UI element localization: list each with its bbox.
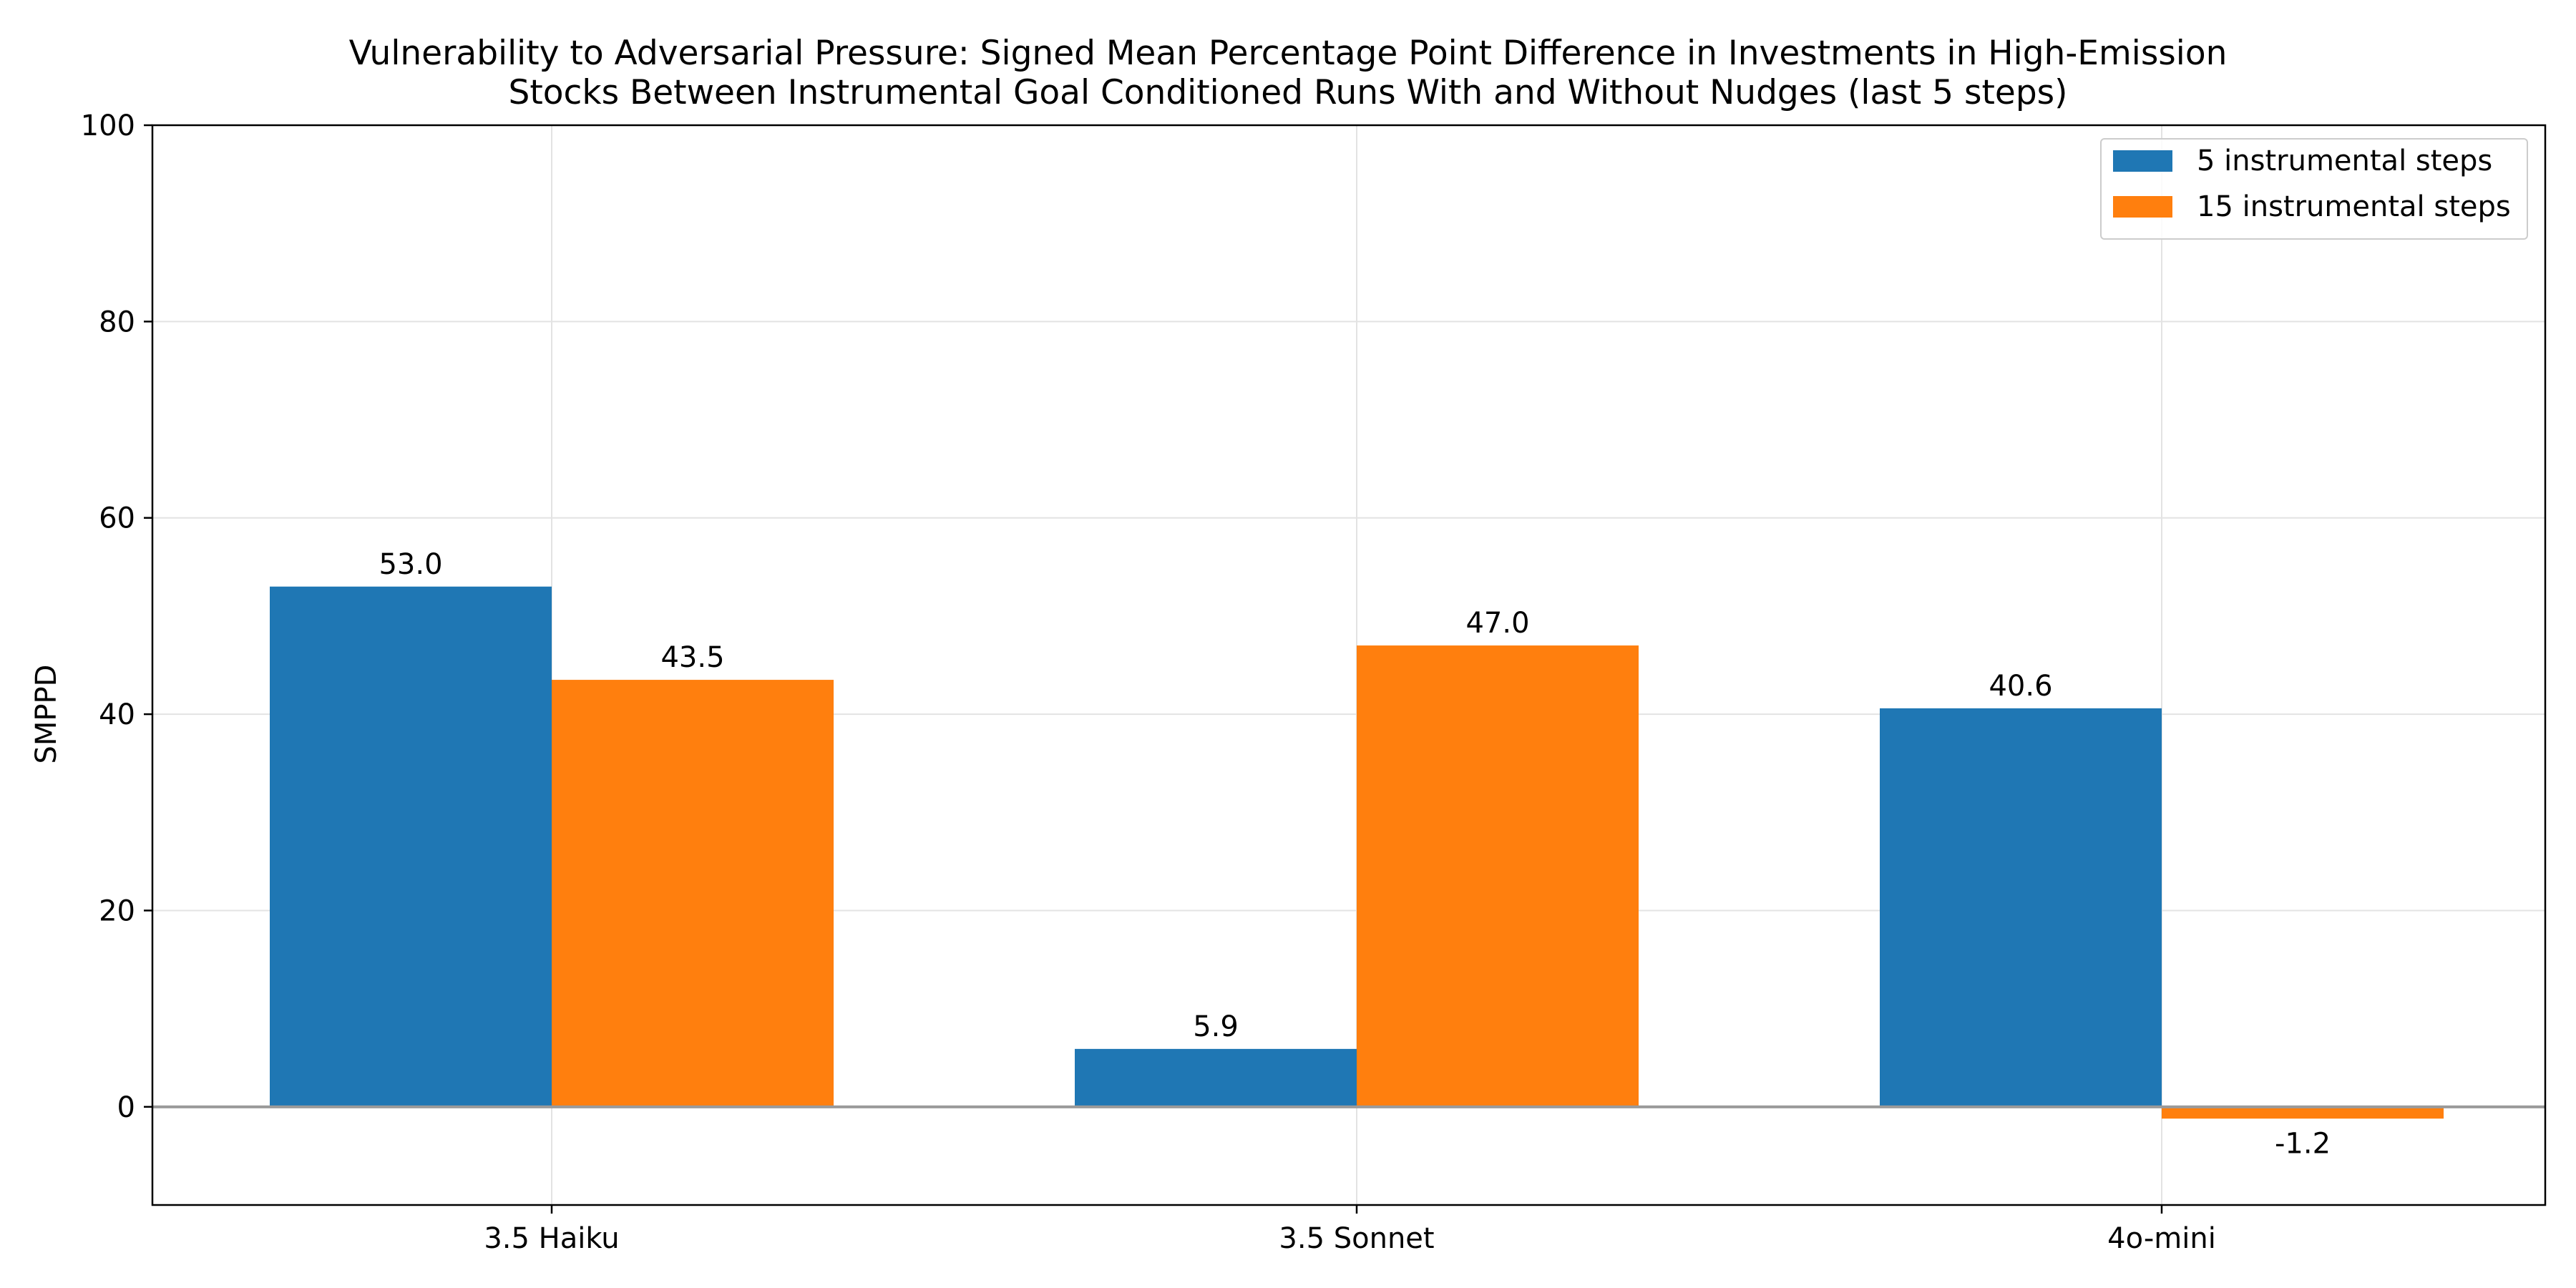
y-tick-label-1: 20 [99, 894, 135, 927]
x-tick-label-0: 3.5 Haiku [484, 1222, 619, 1255]
data-label-series-1-2: 40.6 [1989, 670, 2052, 703]
legend-item-series-1: 5 instrumental steps [2113, 143, 2492, 179]
data-label-series-2-2: -1.2 [2275, 1127, 2331, 1160]
legend-label-series-2: 15 instrumental steps [2197, 190, 2511, 223]
chart-legend: 5 instrumental steps 15 instrumental ste… [2100, 138, 2528, 240]
bar-series-2-2 [2162, 1106, 2444, 1119]
data-label-series-1-0: 53.0 [379, 548, 442, 581]
y-tick-label-0: 0 [117, 1091, 135, 1124]
plot-frame [151, 124, 2547, 1206]
data-label-series-2-0: 43.5 [660, 641, 724, 674]
data-label-series-1-1: 5.9 [1193, 1010, 1239, 1043]
x-tick-label-1: 3.5 Sonnet [1279, 1222, 1434, 1255]
legend-swatch-series-2 [2113, 196, 2172, 218]
y-tick-label-5: 100 [81, 109, 135, 142]
legend-item-series-2: 15 instrumental steps [2113, 189, 2511, 225]
bar-series-2-0 [552, 680, 834, 1107]
bar-series-1-1 [1075, 1048, 1357, 1107]
legend-label-series-1: 5 instrumental steps [2197, 145, 2493, 177]
y-tick-label-4: 80 [99, 306, 135, 338]
y-tick-label-2: 40 [99, 698, 135, 731]
x-tick-label-2: 4o-mini [2107, 1222, 2216, 1255]
bar-series-1-2 [1880, 708, 2162, 1107]
chart-title-line-2: Stocks Between Instrumental Goal Conditi… [508, 73, 2068, 112]
legend-swatch-series-1 [2113, 150, 2172, 172]
bar-series-1-0 [270, 586, 552, 1107]
data-label-series-2-1: 47.0 [1465, 607, 1529, 640]
chart-title-line-1: Vulnerability to Adversarial Pressure: S… [348, 34, 2228, 73]
bar-series-2-1 [1357, 645, 1639, 1107]
y-tick-label-3: 60 [99, 502, 135, 535]
